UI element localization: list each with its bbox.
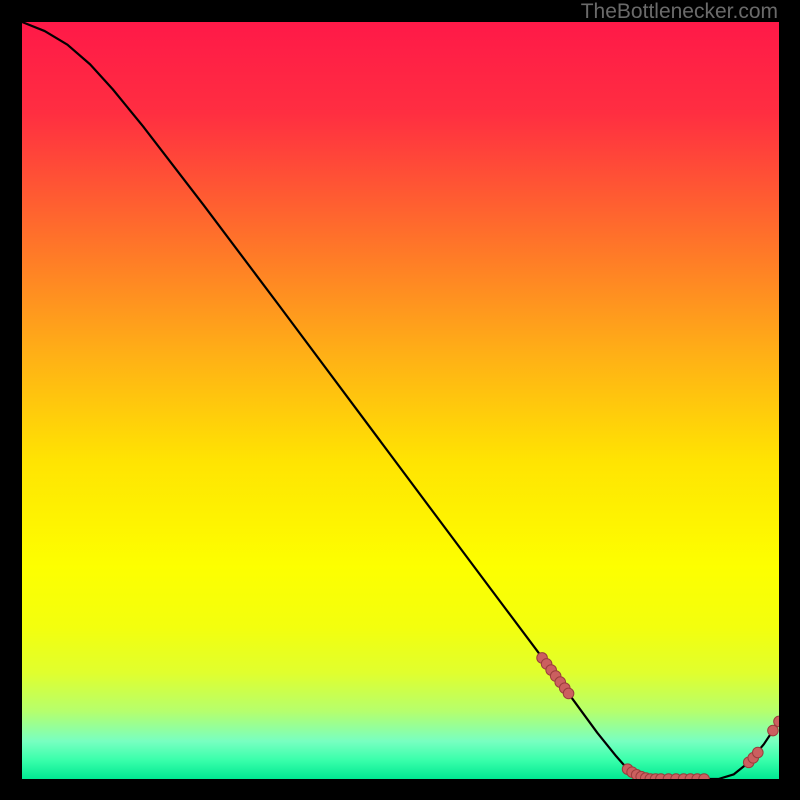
- plot-area: [22, 22, 779, 779]
- chart-svg: [22, 22, 779, 779]
- marker-dot: [768, 725, 779, 736]
- marker-dot: [753, 747, 764, 758]
- bottleneck-curve: [22, 22, 779, 779]
- data-markers: [537, 653, 779, 779]
- marker-dot: [563, 688, 574, 699]
- source-watermark: TheBottlenecker.com: [581, 0, 778, 24]
